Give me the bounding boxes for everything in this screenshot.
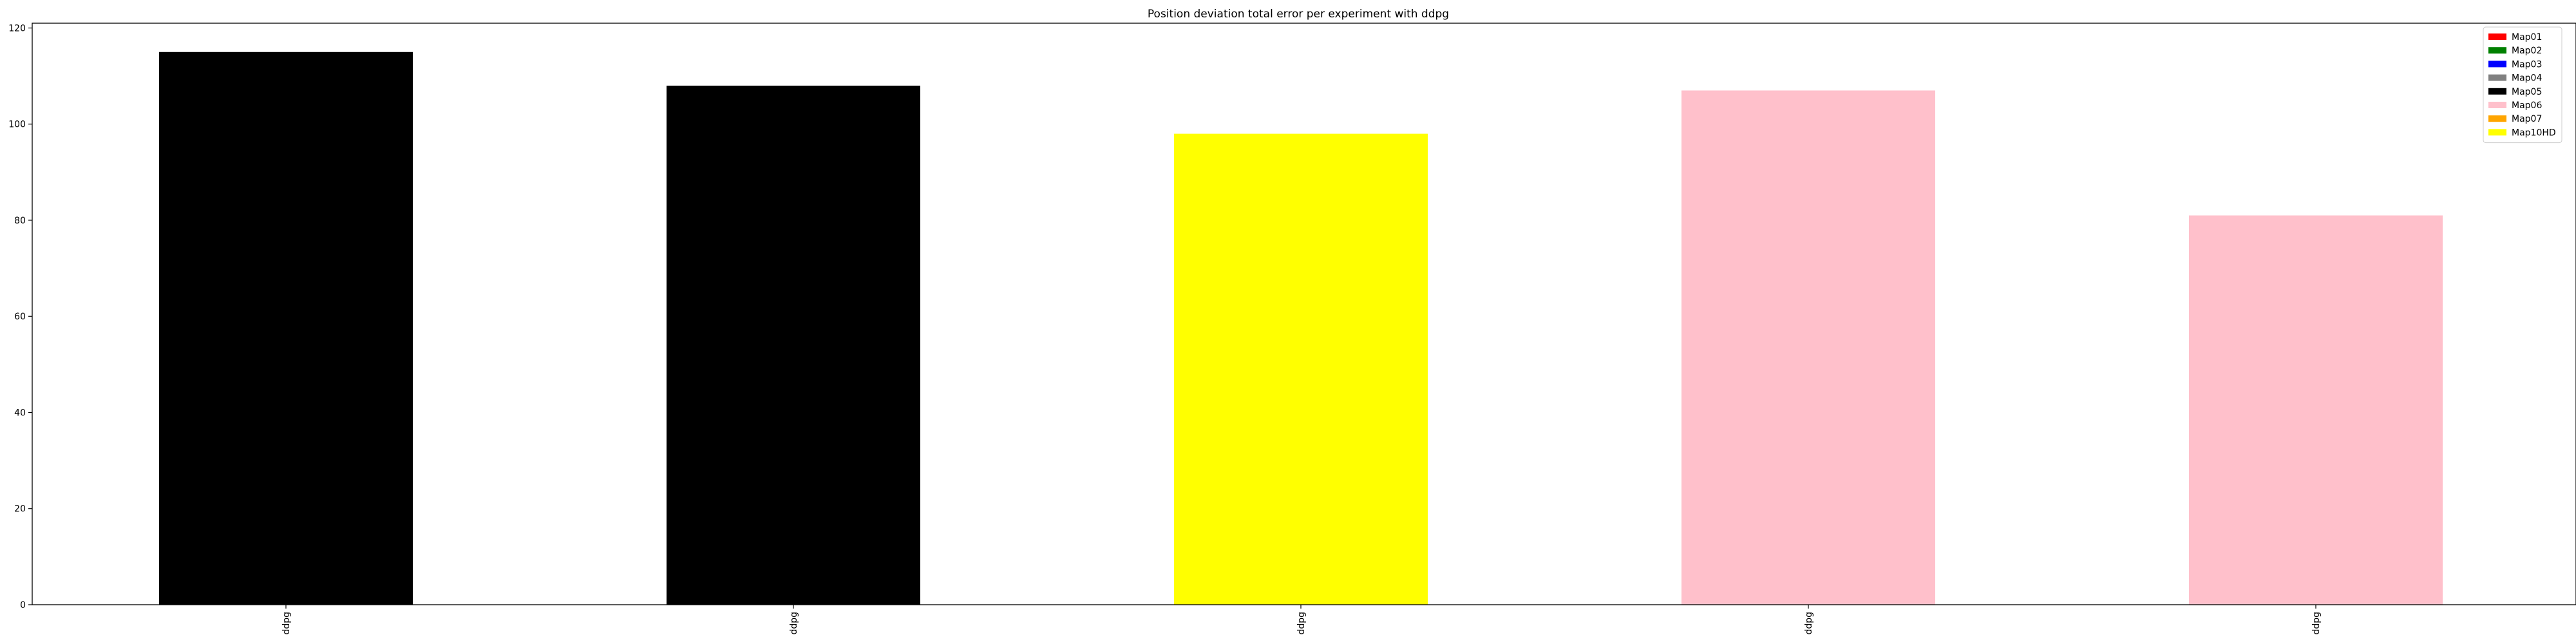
y-tick-label-0: 0 [20, 600, 26, 611]
x-tick-label-2: ddpg [789, 612, 799, 635]
bar-2 [667, 86, 920, 605]
x-tick-label-4: ddpg [1804, 612, 1814, 635]
legend-frame [2483, 26, 2562, 144]
y-tick-label-60: 60 [14, 312, 26, 322]
y-tick-label-20: 20 [14, 504, 26, 515]
y-tick-label-80: 80 [14, 216, 26, 226]
legend-swatch-map05 [2488, 88, 2506, 95]
legend-label-map03: Map03 [2512, 59, 2542, 70]
legend-label-map05: Map05 [2512, 87, 2542, 97]
y-tick-label-100: 100 [8, 120, 26, 130]
legend-label-map06: Map06 [2512, 100, 2542, 111]
x-tick-label-5: ddpg [2311, 612, 2322, 635]
x-tick-label-1: ddpg [281, 612, 292, 635]
legend: Map01 Map02 Map03 Map04 Map05 Map06 Map07 Map10… [2483, 26, 2562, 144]
plot-frame [32, 23, 2576, 605]
legend-swatch-map07 [2488, 115, 2506, 122]
legend-swatch-map10hd [2488, 129, 2506, 136]
y-tick-label-40: 40 [14, 408, 26, 418]
legend-label-map02: Map02 [2512, 46, 2542, 56]
legend-label-map04: Map04 [2512, 73, 2542, 84]
chart-title: Position deviation total error per exper… [1148, 8, 1449, 21]
bar-3 [1174, 133, 1428, 605]
legend-label-map07: Map07 [2512, 114, 2542, 124]
legend-swatch-map03 [2488, 61, 2506, 68]
bar-4 [1681, 90, 1935, 605]
x-axis: ddpg ddpg ddpg ddpg ddpg [281, 605, 2322, 635]
legend-swatch-map06 [2488, 102, 2506, 108]
y-tick-label-120: 120 [8, 23, 26, 33]
legend-label-map01: Map01 [2512, 32, 2542, 43]
y-axis: 0 20 40 60 80 100 120 [8, 23, 32, 611]
legend-swatch-map01 [2488, 33, 2506, 40]
x-tick-label-3: ddpg [1296, 612, 1307, 635]
legend-label-map10hd: Map10HD [2512, 128, 2556, 138]
bar-1 [159, 52, 413, 605]
bar-5 [2189, 215, 2443, 605]
legend-swatch-map02 [2488, 47, 2506, 54]
legend-swatch-map04 [2488, 74, 2506, 81]
bars-layer [159, 52, 2443, 605]
